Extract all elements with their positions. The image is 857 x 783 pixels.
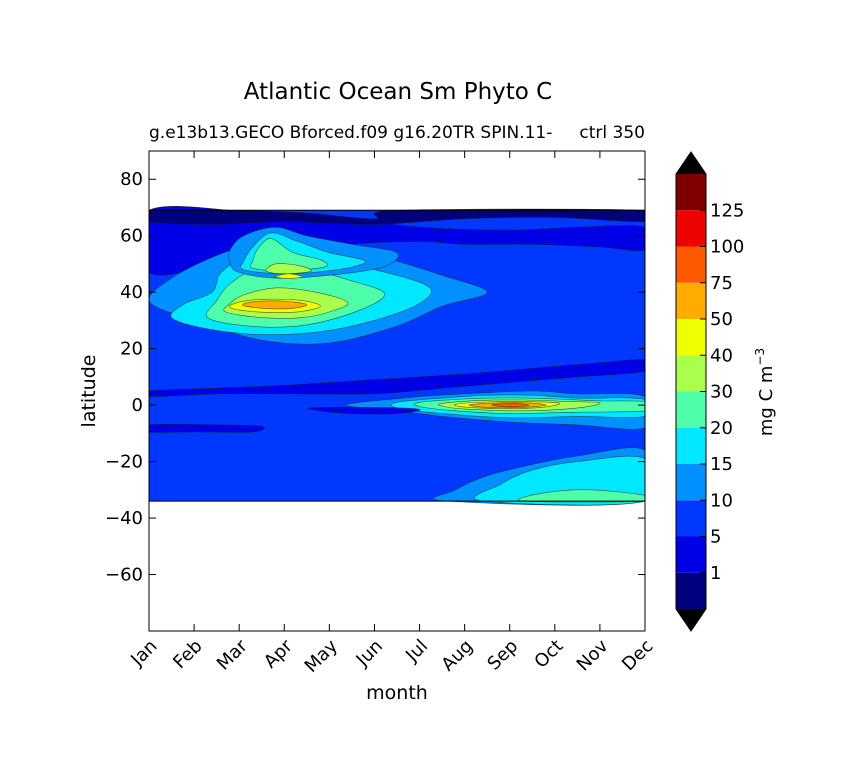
chart-title: Atlantic Ocean Sm Phyto C [244, 79, 553, 105]
contour-south-20 [517, 489, 645, 503]
x-tick-label: Aug [437, 636, 477, 676]
colorbar-tick-label: 15 [710, 454, 733, 475]
y-tick-label: 40 [120, 282, 143, 303]
contour-mid-north-low [149, 359, 645, 397]
colorbar-label: mg C m−3 [753, 348, 777, 436]
colorbar-swatch [676, 536, 706, 573]
colorbar-swatch [676, 464, 706, 501]
colorbar-swatch [676, 427, 706, 464]
colorbar-swatch [676, 246, 706, 283]
colorbar-tick-label: 5 [710, 527, 721, 548]
colorbar-tick-label: 40 [710, 345, 733, 366]
plot-frame [148, 150, 646, 632]
colorbar-swatch [676, 210, 706, 247]
y-tick-label: 20 [120, 339, 143, 360]
y-tick-label: 60 [120, 226, 143, 247]
contour-tropic-low [149, 424, 265, 433]
colorbar-swatch [676, 572, 706, 609]
colorbar-tick-label: 75 [710, 273, 733, 294]
colorbar-swatch [676, 319, 706, 356]
x-tick-label: Jul [401, 636, 432, 667]
y-tick-label: −40 [105, 508, 143, 529]
y-axis-label: latitude [78, 355, 100, 428]
chart-subtitle-left: g.e13b13.GECO Bforced.f09 g16.20TR SPIN.… [149, 123, 552, 143]
colorbar-tick-label: 1 [710, 563, 721, 584]
x-tick-label: Oct [530, 636, 567, 673]
contour-eq-south-low [307, 406, 421, 415]
y-tick-label: −20 [105, 452, 143, 473]
y-tick-label: 80 [120, 169, 143, 190]
contour-subpolar-40 [274, 273, 303, 279]
contour-bloom-north-50 [242, 300, 308, 310]
y-axis: 80 60 40 20 0 −20 −40 −60 [105, 169, 645, 586]
x-tick-label: May [301, 635, 342, 676]
x-tick-label: Mar [213, 635, 252, 674]
contour-field [149, 205, 645, 506]
x-tick-label: Feb [169, 636, 206, 673]
plot-area: 80 60 40 20 0 −20 −40 −60 Jan Feb Mar Apr May Jun Jul… [105, 150, 658, 677]
svg-text:mg C m−3: mg C m−3 [753, 348, 777, 436]
y-tick-label: 0 [132, 395, 143, 416]
chart-subtitle-right: ctrl 350 [579, 123, 645, 143]
colorbar-swatch [676, 391, 706, 428]
contour-subpolar-30 [265, 263, 312, 275]
colorbar-extend-min [676, 609, 706, 631]
colorbar-swatch [676, 355, 706, 392]
colorbar-extend-max [676, 152, 706, 174]
colorbar-swatch [676, 174, 706, 211]
x-tick-label: Jan [126, 636, 161, 671]
y-tick-label: −60 [105, 565, 143, 586]
contour-north-edge [149, 208, 645, 225]
colorbar-tick-label: 50 [710, 309, 733, 330]
x-axis-label: month [366, 682, 428, 704]
x-tick-label: Nov [573, 635, 613, 675]
colorbar-tick-label: 10 [710, 490, 733, 511]
colorbar-frame [675, 151, 707, 632]
colorbar-tick-label: 125 [710, 200, 744, 221]
colorbar-tick-label: 30 [710, 382, 733, 403]
colorbar-swatch [676, 500, 706, 537]
x-tick-label: Dec [618, 636, 657, 675]
contour-equator-75 [491, 403, 530, 408]
colorbar-tick-label: 20 [710, 418, 733, 439]
colorbar-label-exponent: −3 [753, 348, 767, 366]
x-tick-label: Apr [260, 635, 297, 672]
x-tick-label: Jun [352, 636, 387, 671]
x-tick-label: Sep [483, 636, 522, 675]
colorbar-swatch [676, 282, 706, 319]
colorbar-tick-label: 100 [710, 237, 744, 258]
